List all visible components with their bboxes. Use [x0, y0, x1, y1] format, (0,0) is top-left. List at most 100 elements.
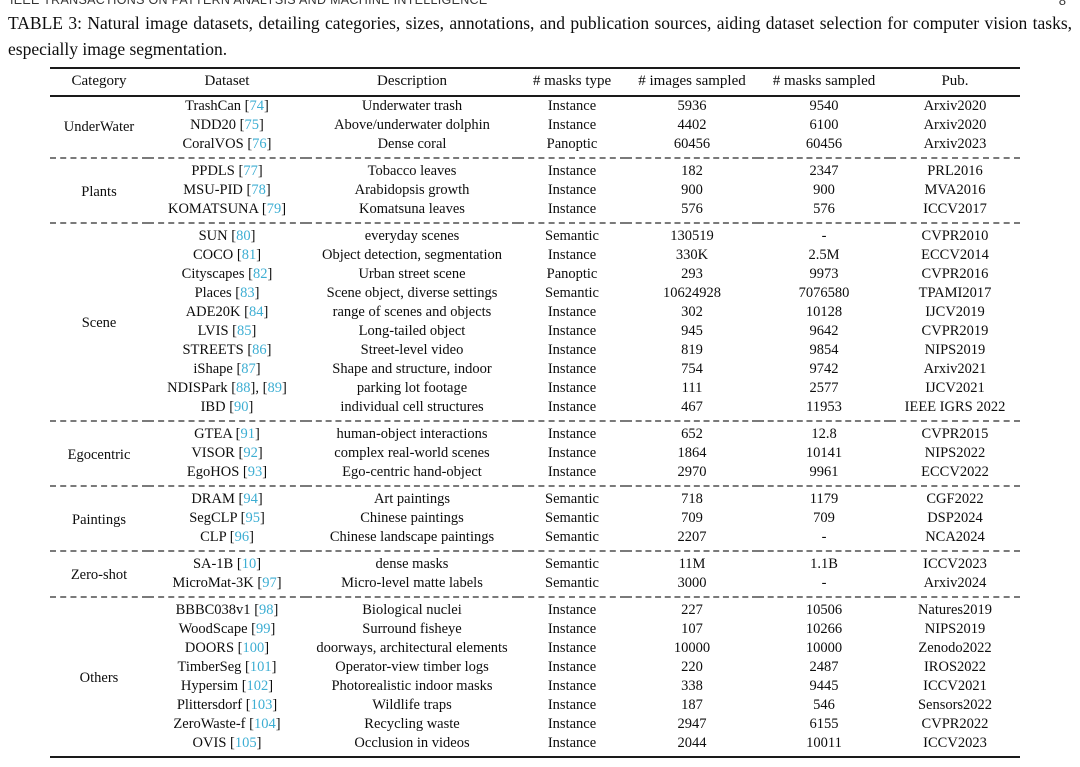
description-cell: Dense coral [377, 136, 447, 152]
col-header-masks-sampled: # masks sampled [758, 68, 890, 97]
pub-cell: IEEE IGRS 2022 [904, 399, 1006, 415]
citation-link[interactable]: 77 [243, 163, 258, 179]
description-cell: Operator-view timber logs [335, 659, 489, 675]
col-header-category: Category [50, 68, 148, 97]
dataset-cell: IBD [90] [200, 399, 254, 415]
citation-link[interactable]: 84 [248, 304, 264, 320]
pub-cell: Arxiv2020 [923, 98, 987, 114]
images-sampled-cell: 130519 [626, 222, 758, 246]
table-row: MSU-PID [78] Arabidopsis growth Instance 90… [50, 181, 1020, 200]
citation-link[interactable]: 76 [252, 136, 267, 152]
dataset-cell: Cityscapes [82] [181, 266, 273, 282]
citation-link[interactable]: 94 [243, 491, 258, 507]
masks-sampled-cell: 10141 [805, 445, 843, 461]
pub-cell: CVPR2019 [921, 323, 989, 339]
dataset-cell: Plittersdorf [103] [176, 697, 278, 713]
citation-link[interactable]: 97 [262, 575, 277, 591]
description-cell: Micro-level matte labels [341, 575, 483, 591]
masks-type-cell: Semantic [518, 550, 626, 574]
citation-link[interactable]: 92 [243, 445, 258, 461]
table-row: IBD [90] individual cell structures Instan… [50, 398, 1020, 421]
dataset-cell: ZeroWaste-f [104] [173, 716, 281, 732]
col-header-pub: Pub. [890, 68, 1020, 97]
masks-sampled-cell: 6155 [809, 716, 839, 732]
description-cell: Street-level video [360, 342, 464, 358]
pub-cell: DSP2024 [927, 510, 983, 526]
masks-type-cell: Instance [547, 323, 597, 339]
masks-type-cell: Instance [547, 117, 597, 133]
citation-link[interactable]: 80 [236, 228, 251, 244]
dataset-cell: DOORS [100] [184, 640, 270, 656]
citation-link[interactable]: 81 [241, 247, 257, 263]
dataset-cell: NDD20 [75] [190, 117, 264, 133]
description-cell: human-object interactions [306, 420, 518, 444]
citation-link[interactable]: 103 [250, 697, 273, 713]
pub-cell: NCA2024 [925, 529, 985, 545]
citation-link[interactable]: 82 [252, 266, 268, 282]
citation-link[interactable]: 98 [259, 602, 274, 618]
pub-cell: Arxiv2021 [923, 361, 987, 377]
citation-link[interactable]: 85 [237, 323, 252, 339]
citation-link[interactable]: 87 [241, 361, 256, 377]
masks-type-cell: Instance [547, 735, 597, 751]
citation-link[interactable]: 93 [247, 464, 263, 480]
header-row: Category Dataset Description # masks typ… [50, 68, 1020, 97]
citation-link[interactable]: 83 [240, 285, 255, 301]
dataset-cell: Places [83] [194, 285, 260, 301]
images-sampled-cell: 3000 [677, 575, 707, 591]
citation-link[interactable]: 90 [234, 399, 249, 415]
category-cell: Others [50, 596, 148, 757]
citation-link[interactable]: 79 [266, 201, 282, 217]
pub-cell: CVPR2010 [890, 222, 1020, 246]
table-row: TimberSeg [101] Operator-view timber logs… [50, 658, 1020, 677]
citation-link[interactable]: 99 [256, 621, 271, 637]
images-sampled-cell: 187 [681, 697, 703, 713]
table-row: ZeroWaste-f [104] Recycling waste Instance… [50, 715, 1020, 734]
masks-sampled-cell: 9961 [809, 464, 839, 480]
description-cell: Above/underwater dolphin [334, 117, 490, 133]
table-row: STREETS [86] Street-level video Instance 81… [50, 341, 1020, 360]
masks-sampled-cell: 576 [813, 201, 835, 217]
category-cell: Zero-shot [50, 550, 148, 597]
category-cell: Egocentric [50, 420, 148, 486]
citation-link[interactable]: 105 [234, 735, 257, 751]
masks-sampled-cell: 6100 [809, 117, 839, 133]
citation-link[interactable]: 100 [242, 640, 265, 656]
masks-sampled-cell: 2347 [758, 157, 890, 181]
description-cell: Chinese landscape paintings [329, 529, 495, 545]
citation-link[interactable]: 101 [249, 659, 272, 675]
citation-link[interactable]: 95 [245, 510, 260, 526]
dataset-cell: SA-1B [10] [148, 550, 306, 574]
table-row: Plants PPDLS [77] Tobacco leaves Instance 18… [50, 157, 1020, 223]
images-sampled-cell: 819 [681, 342, 703, 358]
citation-link[interactable]: 91 [240, 426, 255, 442]
pub-cell: ECCV2014 [921, 247, 989, 263]
masks-type-cell: Instance [547, 201, 597, 217]
citation-link[interactable]: 104 [253, 716, 276, 732]
citation-link[interactable]: 74 [249, 98, 265, 114]
pub-cell: Zenodo2022 [918, 640, 992, 656]
table-row: CoralVOS [76] Dense coral Panoptic 60456 604… [50, 135, 1020, 158]
citation-link[interactable]: 89 [267, 380, 282, 396]
masks-sampled-cell: 60456 [805, 136, 843, 152]
description-cell: individual cell structures [340, 399, 484, 415]
citation-link[interactable]: 102 [246, 678, 269, 694]
citation-link[interactable]: 88 [236, 380, 251, 396]
citation-link[interactable]: 96 [234, 529, 250, 545]
dataset-cell: MicroMat-3K [97] [172, 575, 282, 591]
citation-link[interactable]: 10 [241, 556, 257, 572]
citation-link[interactable]: 86 [252, 342, 267, 358]
masks-type-cell: Panoptic [546, 136, 598, 152]
category-cell: UnderWater [63, 118, 135, 135]
description-cell: Wildlife traps [372, 697, 452, 713]
images-sampled-cell: 467 [681, 399, 703, 415]
table-row: Hypersim [102] Photorealistic indoor mask… [50, 677, 1020, 696]
description-cell: Biological nuclei [306, 596, 518, 620]
masks-sampled-cell: 2487 [809, 659, 839, 675]
citation-link[interactable]: 75 [244, 117, 260, 133]
pub-cell: NIPS2019 [924, 342, 986, 358]
citation-link[interactable]: 78 [251, 182, 266, 198]
masks-sampled-cell: 1.1B [758, 550, 890, 574]
pub-cell: ICCV2017 [923, 201, 987, 217]
